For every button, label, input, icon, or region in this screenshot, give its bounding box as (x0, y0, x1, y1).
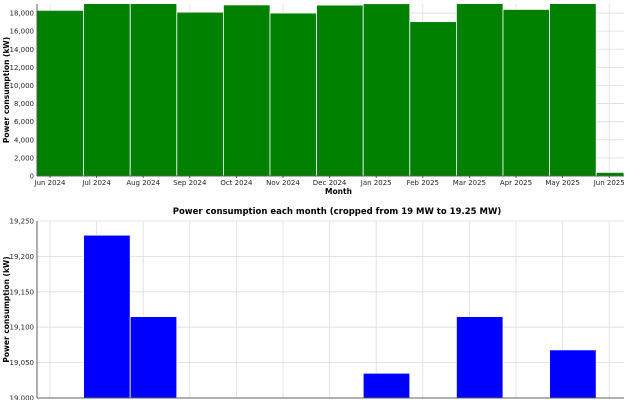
x-tick-label: Feb 2025 (407, 179, 439, 187)
bar-oct-2024 (222, 4, 271, 176)
x-tick-label: Apr 2025 (500, 179, 532, 187)
x-tick-label: Mar 2025 (453, 179, 486, 187)
y-tick-label: 14,000 (10, 46, 35, 54)
y-tick-label: 6,000 (14, 118, 34, 126)
bar-jul-2024 (83, 234, 131, 398)
bar-may-2025 (549, 349, 597, 398)
y-tick-label: 19,200 (10, 253, 35, 261)
bar-dec-2024 (316, 4, 364, 176)
bar-nov-2024 (269, 12, 317, 176)
y-tick-label: 8,000 (14, 100, 34, 108)
y-tick-label: 19,000 (10, 395, 35, 401)
y-tick-label: 12,000 (10, 64, 35, 72)
y-tick-label: 18,000 (10, 10, 35, 18)
y-axis-label: Power consumption (kW) (2, 37, 11, 143)
y-tick-label: 19,150 (10, 288, 35, 296)
x-tick-label: May 2025 (545, 179, 580, 187)
bar-feb-2025 (409, 21, 457, 176)
bar-jun-2025 (595, 171, 624, 176)
bar-aug-2024 (129, 316, 178, 398)
bar-jul-2024 (83, 4, 131, 176)
bar-group (37, 4, 624, 176)
x-tick-label: Jun 2024 (34, 179, 67, 187)
y-tick-label: 0 (30, 173, 34, 181)
y-tick-label: 2,000 (14, 154, 34, 162)
y-tick-label: 19,100 (10, 324, 35, 332)
bar-sep-2024 (176, 11, 224, 176)
bar-mar-2025 (455, 4, 504, 176)
x-tick-label: Jan 2025 (360, 179, 392, 187)
y-tick-label: 10,000 (10, 82, 35, 90)
x-tick-label: Nov 2024 (266, 179, 300, 187)
x-axis-label: Month (325, 187, 352, 196)
y-axis-label: Power consumption (kW) (2, 256, 11, 362)
y-tick-label: 4,000 (14, 136, 34, 144)
x-tick-label: Aug 2024 (126, 179, 160, 187)
bar-may-2025 (549, 4, 597, 176)
bar-mar-2025 (455, 316, 504, 398)
bar-jan-2025 (362, 4, 411, 176)
bar-jan-2025 (362, 372, 411, 398)
bar-jun-2024 (37, 9, 84, 176)
bar-aug-2024 (129, 4, 178, 176)
x-tick-label: Dec 2024 (313, 179, 347, 187)
x-tick-label: Sep 2024 (173, 179, 207, 187)
y-tick-label: 19,250 (10, 218, 35, 226)
bar-group (83, 234, 597, 398)
bar-apr-2025 (502, 9, 550, 176)
x-tick-label: Jul 2024 (81, 179, 111, 187)
chart-title: Power consumption each month (cropped fr… (173, 207, 502, 217)
x-tick-label: Oct 2024 (220, 179, 253, 187)
monthly-consumption-chart: 0 2,000 4,000 6,000 8,000 10,000 12,000 14,000 1… (2, 4, 625, 196)
x-tick-label: Jun 2025 (593, 179, 625, 187)
y-tick-label: 16,000 (10, 28, 35, 36)
cropped-consumption-chart: 19,000 19,050 19,100 19,150 19,200 19,250 Powe… (2, 207, 624, 403)
y-tick-label: 19,050 (10, 359, 35, 367)
